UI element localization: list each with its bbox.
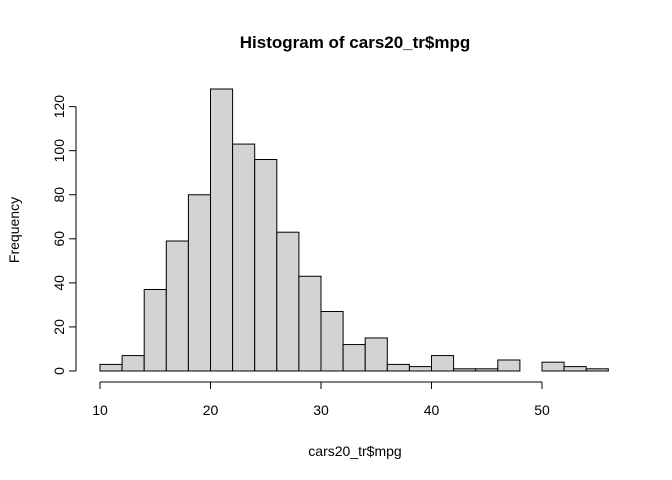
y-tick-label: 20 bbox=[51, 319, 67, 335]
histogram-bar bbox=[121, 355, 145, 372]
y-tick-label: 80 bbox=[51, 187, 67, 203]
histogram-bar bbox=[165, 240, 189, 372]
histogram-bar bbox=[364, 337, 388, 372]
histogram-bar bbox=[497, 359, 521, 372]
histogram-bar bbox=[342, 344, 366, 372]
histogram-bar bbox=[276, 231, 300, 372]
histogram-bar bbox=[475, 368, 499, 372]
histogram-bar bbox=[408, 366, 432, 372]
x-tick-label: 40 bbox=[424, 402, 440, 418]
y-tick-label: 40 bbox=[51, 275, 67, 291]
histogram-bar bbox=[585, 368, 609, 372]
histogram-bar bbox=[453, 368, 477, 372]
histogram-bar bbox=[431, 355, 455, 372]
histogram-bar bbox=[232, 143, 256, 372]
x-axis-label: cars20_tr$mpg bbox=[308, 443, 401, 459]
histogram-bar bbox=[386, 363, 410, 372]
x-axis: 10 20 30 40 50 bbox=[92, 381, 550, 418]
histogram-bar bbox=[541, 361, 565, 372]
y-axis: 0 20 40 60 80 100 120 bbox=[51, 95, 77, 375]
chart-title: Histogram of cars20_tr$mpg bbox=[240, 33, 471, 52]
histogram-bar bbox=[187, 194, 211, 372]
histogram-bar bbox=[99, 363, 123, 372]
y-tick-label: 60 bbox=[51, 231, 67, 247]
x-tick-label: 50 bbox=[534, 402, 550, 418]
histogram-bar bbox=[298, 275, 322, 372]
x-tick-label: 30 bbox=[313, 402, 329, 418]
histogram-bar bbox=[254, 159, 278, 372]
histogram-bar bbox=[563, 366, 587, 372]
bars-group bbox=[99, 88, 609, 372]
histogram-bar bbox=[143, 288, 167, 372]
y-tick-label: 100 bbox=[51, 139, 67, 163]
x-tick-label: 10 bbox=[92, 402, 108, 418]
histogram-bar bbox=[320, 311, 344, 372]
y-axis-label: Frequency bbox=[6, 197, 22, 263]
y-tick-label: 120 bbox=[51, 95, 67, 119]
x-tick-label: 20 bbox=[203, 402, 219, 418]
histogram-bar bbox=[210, 88, 234, 372]
y-tick-label: 0 bbox=[51, 367, 67, 375]
